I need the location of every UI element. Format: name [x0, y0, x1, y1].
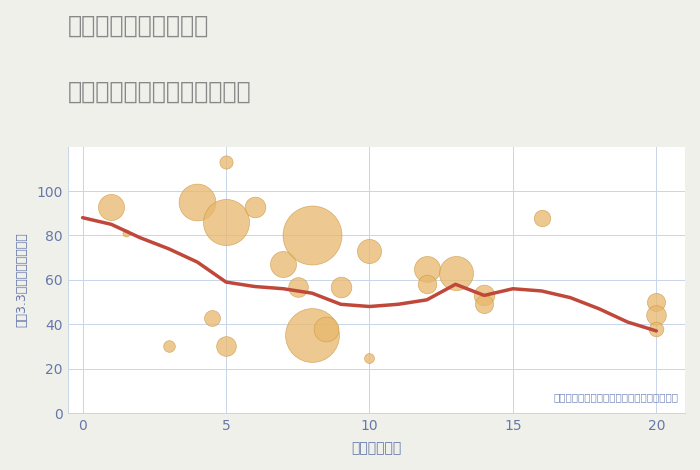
- Point: [651, 312, 662, 319]
- Point: [421, 281, 433, 288]
- Text: 駅距離別中古マンション価格: 駅距離別中古マンション価格: [69, 80, 252, 104]
- Point: [192, 198, 203, 206]
- Point: [220, 219, 232, 226]
- Point: [479, 300, 490, 308]
- Point: [421, 265, 433, 273]
- Point: [106, 203, 117, 211]
- Point: [450, 269, 461, 277]
- Text: 奈良県橿原市高殿町の: 奈良県橿原市高殿町の: [69, 14, 209, 38]
- X-axis label: 駅距離（分）: 駅距離（分）: [351, 441, 402, 455]
- Point: [321, 325, 332, 332]
- Point: [651, 325, 662, 332]
- Point: [120, 229, 131, 237]
- Text: 円の大きさは、取引のあった物件面積を示す: 円の大きさは、取引のあった物件面積を示す: [554, 392, 679, 402]
- Point: [292, 283, 303, 290]
- Point: [206, 314, 217, 321]
- Point: [163, 343, 174, 350]
- Point: [335, 283, 346, 290]
- Point: [364, 354, 375, 361]
- Point: [536, 214, 547, 221]
- Point: [278, 260, 289, 268]
- Point: [220, 343, 232, 350]
- Point: [479, 292, 490, 299]
- Y-axis label: 坪（3.3㎡）単価（万円）: 坪（3.3㎡）単価（万円）: [15, 233, 28, 327]
- Point: [249, 203, 260, 211]
- Point: [220, 158, 232, 166]
- Point: [307, 232, 318, 239]
- Point: [364, 247, 375, 255]
- Point: [651, 298, 662, 306]
- Point: [307, 332, 318, 339]
